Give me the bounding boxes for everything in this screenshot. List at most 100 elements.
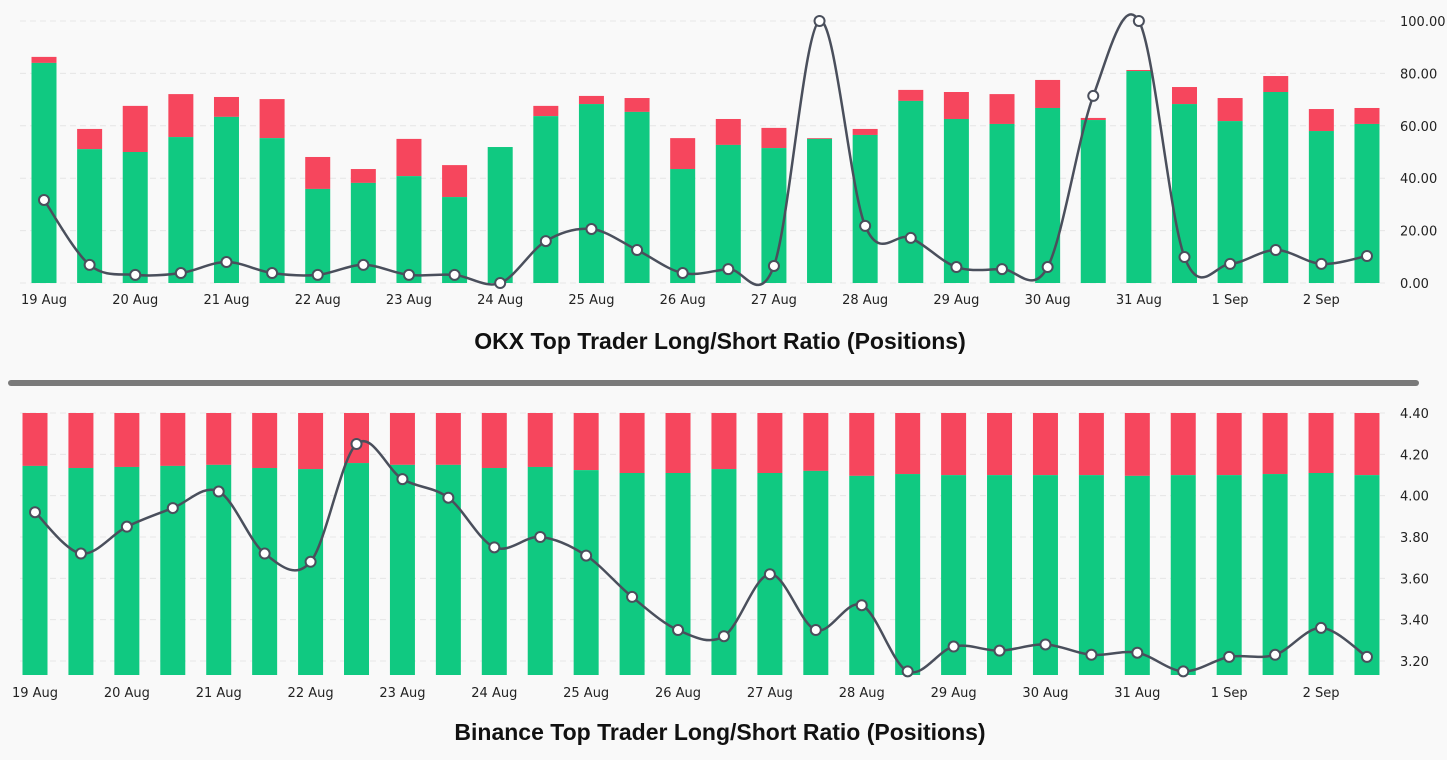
ratio-point [763,568,776,581]
short-bar [1078,413,1104,476]
short-bar [757,413,783,473]
long-bar [989,123,1015,283]
ratio-point [357,258,370,271]
y-tick-label: 4.00 [1400,490,1429,505]
binance-chart-title: Binance Top Trader Long/Short Ratio (Pos… [454,719,986,745]
long-bar [168,137,194,283]
short-bar [711,413,737,470]
ratio-point [947,640,960,653]
long-bar [711,469,737,675]
long-bar [1217,121,1243,283]
y-tick-label: 4.40 [1400,407,1429,422]
short-bar [298,413,324,470]
short-bar [941,413,967,476]
ratio-point [809,624,822,636]
ratio-point [442,491,455,504]
ratio-point [539,235,552,248]
panel-divider[interactable] [8,380,1419,386]
long-bar [624,111,650,283]
long-bar [803,470,829,675]
ratio-point [402,268,415,281]
y-tick-label: 3.80 [1400,531,1429,546]
short-bar [533,105,559,117]
ratio-point [1224,257,1237,270]
ratio-point [448,268,461,281]
short-bar [1124,413,1150,476]
ratio-point [1315,257,1328,270]
short-bar [573,413,599,471]
long-bar [1124,475,1150,675]
ratio-point [676,267,689,280]
long-bar [259,138,285,283]
x-tick-label: 29 Aug [931,686,977,701]
short-bar [849,413,875,476]
ratio-point [813,15,826,27]
short-bar [989,94,1015,124]
ratio-point [220,256,233,269]
short-bar [1035,79,1061,108]
ratio-point [901,665,914,678]
short-bar [1263,76,1289,93]
y-tick-label: 20.00 [1400,225,1437,240]
long-bar [487,147,513,283]
x-tick-label: 25 Aug [563,686,609,701]
x-tick-label: 28 Aug [842,293,888,308]
short-bar [1308,413,1334,473]
x-tick-label: 24 Aug [477,293,523,308]
short-bar [715,118,741,145]
short-bar [898,89,924,101]
ratio-point [304,555,317,568]
long-bar [68,468,94,675]
long-bar [22,465,48,675]
short-bar [1172,87,1197,105]
short-bar [1126,69,1152,72]
ratio-point [488,541,501,554]
ratio-point [626,590,639,603]
ratio-point [672,624,685,636]
ratio-point [1315,621,1328,634]
long-bar [1262,474,1288,675]
long-bar [481,468,507,675]
short-bar [1216,413,1242,476]
short-bar [31,56,57,63]
y-tick-label: 3.60 [1400,572,1429,587]
long-bar [1216,475,1242,675]
ratio-point [1041,261,1054,274]
ratio-point [129,268,142,281]
x-tick-label: 1 Sep [1212,293,1249,308]
short-bar [252,413,278,469]
x-tick-label: 31 Aug [1116,293,1162,308]
long-bar [533,116,559,283]
long-bar [1126,71,1152,284]
short-bar [206,413,232,465]
long-bar [396,176,422,283]
short-bar [122,105,148,152]
short-bar [527,413,553,467]
ratio-line [42,13,1368,287]
ratio-point [1178,251,1191,264]
short-bar [259,99,285,139]
x-tick-label: 22 Aug [288,686,334,701]
short-bar [1080,117,1106,121]
ratio-point [1360,250,1373,263]
x-tick-label: 19 Aug [21,293,67,308]
ratio-point [29,506,41,519]
x-tick-label: 2 Sep [1303,686,1340,701]
long-bar [852,134,878,283]
short-bar [1262,413,1288,475]
long-bar [252,468,278,675]
ratio-point [350,438,363,450]
ratio-point [950,261,963,274]
short-bar [396,138,422,177]
long-bar [807,138,833,283]
long-bar [298,469,324,675]
long-bar [1308,472,1334,675]
long-bar [943,118,969,283]
ratio-point [174,267,187,280]
y-tick-label: 100.00 [1400,15,1446,30]
ratio-point [996,263,1009,276]
ratio-point [494,277,507,289]
ratio-point [1085,648,1098,661]
y-tick-label: 3.20 [1400,655,1429,670]
x-tick-label: 25 Aug [568,293,614,308]
